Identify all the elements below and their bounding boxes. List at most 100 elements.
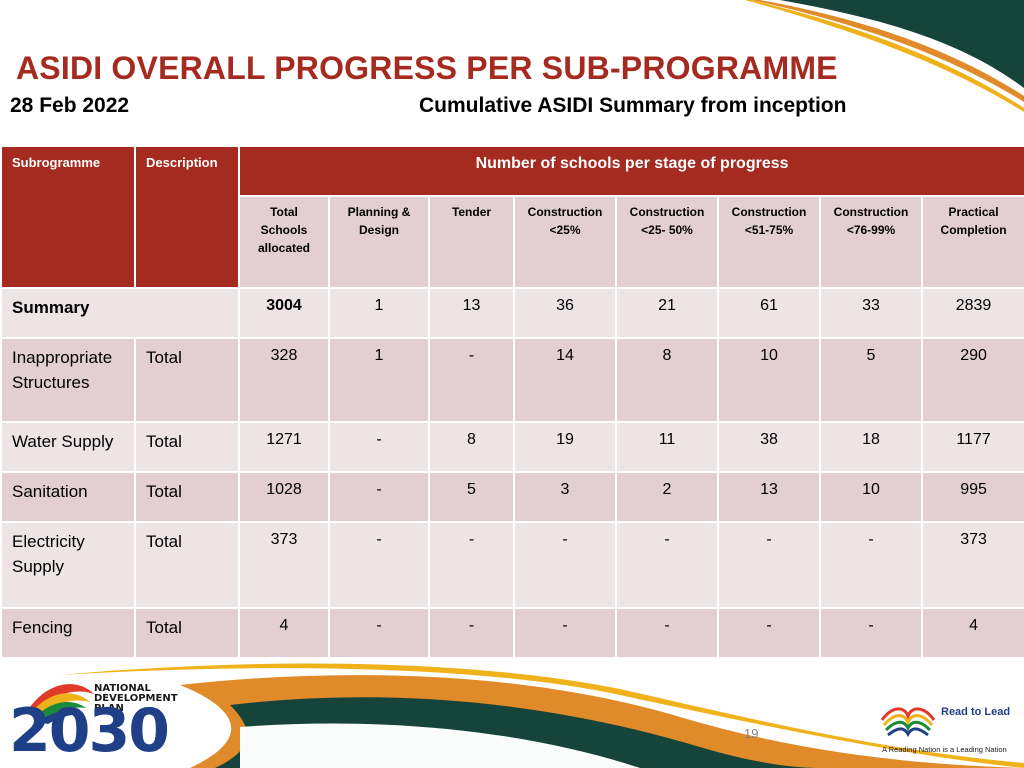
read-to-lead-title: Read to Lead [941,706,1011,718]
value-cell: 328 [238,337,330,423]
stage-header: Tender [428,195,515,289]
read-to-lead-tagline: A Reading Nation is a Leading Nation [882,745,1007,754]
stage-header-line: <51-75% [744,223,794,237]
ndp-line-1: NATIONAL [94,683,151,694]
open-book-icon [880,707,936,738]
stage-header-line: <25- 50% [641,223,693,237]
table-body: Summary 3004 1 13 36 21 61 33 2839 Inappropriat… [0,287,1024,659]
stage-header-line: Completion [940,223,1007,237]
stage-header-line: Practical [948,205,999,219]
value-cell: - [513,521,617,609]
value-cell: 3 [513,471,617,523]
value-cell: 290 [920,337,1024,423]
value-cell: 8 [615,337,719,423]
value-cell: - [717,521,821,609]
summary-label: Summary [0,287,240,339]
subprogramme-cell: Water Supply [0,421,136,473]
value-cell: - [328,521,430,609]
value-cell: 10 [717,337,821,423]
summary-value: 21 [615,287,719,339]
stage-header-line: Construction [527,205,603,219]
summary-value: 2839 [920,287,1024,339]
value-cell: - [819,521,923,609]
stage-header: Practical Completion [920,195,1024,289]
stage-header-line: Construction [833,205,909,219]
value-cell: 11 [615,421,719,473]
stage-header: Construction <25- 50% [615,195,719,289]
value-cell: - [328,607,430,659]
value-cell: - [328,471,430,523]
ndp-flag-icon [28,684,94,724]
value-cell: 2 [615,471,719,523]
summary-value: 3004 [238,287,330,339]
subprogramme-cell: Inappropriate Structures [0,337,136,423]
value-cell: - [513,607,617,659]
value-cell: - [428,521,515,609]
stage-header-line: Total [270,205,298,219]
stage-header-line: <76-99% [846,223,896,237]
stage-header-line: <25% [549,223,581,237]
value-cell: 10 [819,471,923,523]
table-row: Water Supply Total 1271-8 19 11 38 18 1177 [0,421,1024,473]
description-cell: Total [134,471,240,523]
value-cell: - [615,607,719,659]
progress-table: Subrogramme Description Number of school… [0,145,1024,659]
value-cell: 1 [328,337,430,423]
ndp-logo-text: NATIONAL DEVELOPMENT PLAN [94,684,178,714]
value-cell: - [615,521,719,609]
value-cell: 373 [238,521,330,609]
ndp-logo-number: 2030 [9,696,170,766]
stage-header-row: Total Schools allocated Planning & Design Ten… [1,195,1024,289]
summary-value: 36 [513,287,617,339]
table-row: Fencing Total 4- - - - - -4 [0,607,1024,659]
ndp-line-2: DEVELOPMENT [94,693,178,704]
subprogramme-column-header: Subrogramme [0,145,136,289]
description-cell: Total [134,337,240,423]
value-cell: - [717,607,821,659]
summary-caption: Cumulative ASIDI Summary from inception [419,94,847,117]
value-cell: 8 [428,421,515,473]
stage-header: Total Schools allocated [238,195,330,289]
value-cell: 1177 [920,421,1024,473]
value-cell: 5 [428,471,515,523]
value-cell: 1028 [238,471,330,523]
table-row: Sanitation Total 1028-5 3 2 13 10 995 [0,471,1024,523]
stage-header-line: allocated [257,241,311,255]
stages-span-header: Number of schools per stage of progress [237,145,1024,197]
value-cell: 18 [819,421,923,473]
stage-header-line: Planning & [347,205,411,219]
table-row: Electricity Supply Total 373- - - - - -373 [0,521,1024,609]
value-cell: 19 [513,421,617,473]
subprogramme-cell: Fencing [0,607,136,659]
value-cell: 14 [513,337,617,423]
summary-value: 33 [819,287,923,339]
ndp-line-3: PLAN [94,703,124,714]
summary-value: 13 [428,287,515,339]
stage-header-line: Construction [629,205,705,219]
subprogramme-cell: Sanitation [0,471,136,523]
description-cell: Total [134,521,240,609]
table-row: Inappropriate Structures Total 328 1-14 8 10 5… [0,337,1024,423]
stage-header: Construction <51-75% [717,195,821,289]
report-date: 28 Feb 2022 [10,94,130,117]
subprogramme-cell: Electricity Supply [0,521,136,609]
description-cell: Total [134,607,240,659]
summary-row: Summary 3004 1 13 36 21 61 33 2839 [0,287,1024,339]
summary-value: 61 [717,287,821,339]
value-cell: 5 [819,337,923,423]
summary-value: 1 [328,287,430,339]
value-cell: - [819,607,923,659]
description-cell: Total [134,421,240,473]
stage-header-line: Tender [451,205,492,219]
value-cell: 1271 [238,421,330,473]
value-cell: 373 [920,521,1024,609]
page-number: 19 [744,726,759,741]
description-column-header: Description [134,145,240,289]
stage-header-line: Design [358,223,399,237]
value-cell: 38 [717,421,821,473]
value-cell: - [328,421,430,473]
page-title: ASIDI OVERALL PROGRESS PER SUB-PROGRAMME [16,50,838,86]
value-cell: - [428,607,515,659]
value-cell: - [428,337,515,423]
value-cell: 4 [238,607,330,659]
